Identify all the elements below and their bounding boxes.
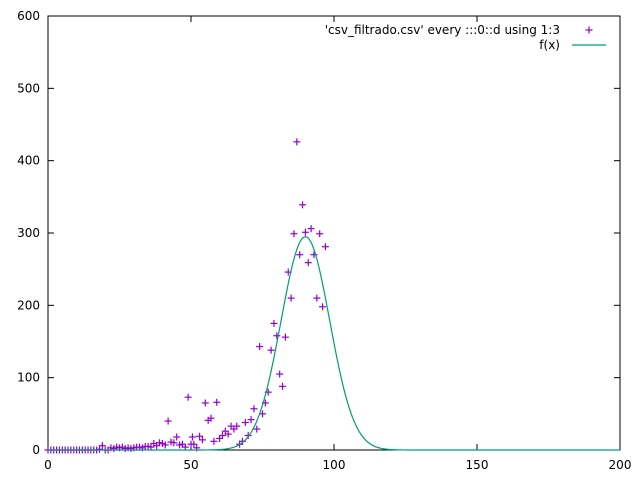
data-point [301, 228, 309, 236]
y-tick-label: 100 [17, 371, 40, 385]
data-point [213, 398, 221, 406]
legend-marker-points [585, 26, 593, 34]
legend-plus-marker [585, 26, 593, 34]
y-tick-label: 400 [17, 154, 40, 168]
y-tick-label: 500 [17, 81, 40, 95]
data-point [247, 416, 255, 424]
data-point [304, 259, 312, 267]
data-point [313, 294, 321, 302]
legend-label-points: 'csv_filtrado.csv' every :::0::d using 1… [325, 23, 560, 37]
x-tick-label: 100 [323, 458, 346, 472]
data-point [244, 432, 252, 440]
data-point [95, 445, 103, 453]
data-point [98, 442, 106, 450]
data-point [307, 225, 315, 233]
data-point [224, 430, 232, 438]
data-point [299, 201, 307, 209]
x-tick-label: 200 [609, 458, 632, 472]
data-point [238, 437, 246, 445]
scatter-series [44, 138, 329, 454]
data-point [241, 419, 249, 427]
data-point [287, 294, 295, 302]
data-point [270, 319, 278, 327]
data-point [256, 343, 264, 351]
data-point [233, 422, 241, 430]
data-point [290, 230, 298, 238]
data-point [190, 440, 198, 448]
data-point [210, 437, 218, 445]
data-point [281, 333, 289, 341]
axis-ticks: 0 50 100 150 200 0 100 200 300 400 500 600 [17, 9, 631, 472]
data-point [184, 393, 192, 401]
data-point [250, 405, 258, 413]
data-point [319, 303, 327, 311]
legend-label-fit: f(x) [539, 38, 560, 52]
data-point [316, 230, 324, 238]
data-point [170, 439, 178, 447]
data-point [198, 436, 206, 444]
data-point [310, 251, 318, 259]
data-point [296, 251, 304, 259]
fit-curve-line [48, 236, 620, 451]
data-point [321, 243, 329, 251]
y-tick-label: 200 [17, 298, 40, 312]
data-point [218, 432, 226, 440]
legend: 'csv_filtrado.csv' every :::0::d using 1… [325, 23, 606, 52]
data-point [173, 433, 181, 441]
data-point [196, 432, 204, 440]
data-point [207, 414, 215, 422]
data-point [164, 417, 172, 425]
y-tick-label: 0 [32, 443, 40, 457]
plot-border [47, 15, 621, 451]
data-point [267, 346, 275, 354]
y-tick-label: 300 [17, 226, 40, 240]
data-point [253, 425, 261, 433]
data-point [279, 382, 287, 390]
x-tick-label: 150 [466, 458, 489, 472]
x-tick-label: 50 [183, 458, 198, 472]
data-point [201, 399, 209, 407]
y-tick-label: 600 [17, 9, 40, 23]
data-point [161, 441, 169, 449]
data-point [293, 138, 301, 146]
data-point [276, 370, 284, 378]
data-point [273, 332, 281, 340]
x-tick-label: 0 [44, 458, 52, 472]
data-point [188, 433, 196, 441]
